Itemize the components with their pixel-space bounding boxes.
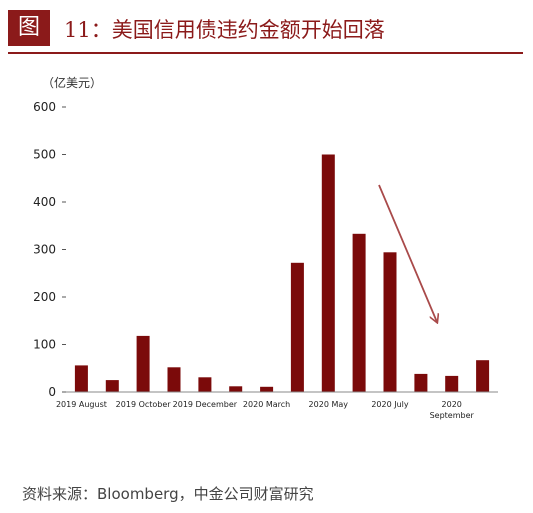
bar-2020-july (383, 252, 397, 392)
x-tick-label: 2020 September (430, 400, 475, 420)
figure-title: 11：美国信用债违约金额开始回落 (64, 18, 385, 42)
y-tick-label: 200 (33, 290, 56, 304)
y-tick-label: 100 (33, 338, 56, 352)
x-tick-label: 2019 December (173, 400, 238, 409)
bar-2019-september (105, 380, 119, 392)
bars-group (74, 154, 490, 392)
bar-2020-june (352, 233, 366, 392)
y-tick-label: 600 (33, 100, 56, 114)
source-note: 资料来源：Bloomberg，中金公司财富研究 (22, 485, 314, 503)
bar-2019-october (136, 335, 150, 392)
bar-2020-may (321, 154, 335, 392)
y-tick-label: 500 (33, 148, 56, 162)
bar-2020-january (229, 386, 243, 392)
x-tick-label: 2019 August (56, 400, 107, 409)
y-axis-unit-label: （亿美元） (42, 76, 103, 90)
title-rule (8, 52, 523, 54)
x-axis: 2019 August 2019 October 2019 December 2020… (56, 400, 475, 420)
bar-2020-september (445, 375, 459, 392)
bar-2020-august (414, 373, 428, 392)
bar-2019-august (74, 365, 88, 392)
y-tick-label: 0 (48, 385, 56, 399)
x-tick-label: 2020 March (243, 400, 290, 409)
y-tick-label: 300 (33, 243, 56, 257)
bar-2020-october (476, 360, 490, 392)
x-tick-label: 2020 July (371, 400, 409, 409)
bar-2020-april (290, 262, 304, 392)
y-tick-label: 400 (33, 195, 56, 209)
bar-2020-march (260, 386, 274, 392)
trend-arrow (378, 184, 437, 322)
x-tick-label: 2020 May (309, 400, 349, 409)
y-axis: 0 100 200 300 400 500 600 (33, 100, 66, 399)
x-tick-label: 2019 October (116, 400, 172, 409)
bar-2019-november (167, 367, 181, 392)
figure-badge: 图 (8, 10, 50, 46)
bar-2019-december (198, 377, 212, 392)
